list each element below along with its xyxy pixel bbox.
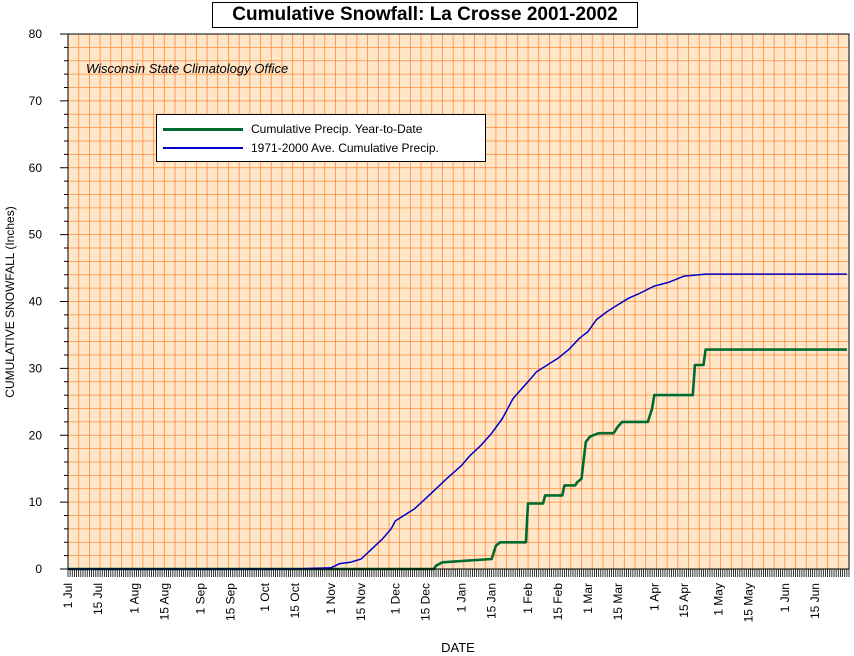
x-tick-label: 1 Mar [581, 583, 595, 614]
legend-item-ytd: Cumulative Precip. Year-to-Date [157, 120, 422, 138]
y-axis-label: CUMULATIVE SNOWFALL (Inches) [3, 206, 17, 398]
x-tick-label: 15 Apr [677, 583, 691, 618]
series-line-average [68, 273, 847, 570]
y-tick-label: 80 [29, 27, 43, 41]
x-tick-label: 1 Jan [455, 583, 469, 612]
y-tick-label: 20 [29, 428, 43, 442]
x-tick-label: 1 Jul [61, 583, 75, 608]
x-tick-label: 15 Mar [611, 583, 625, 620]
legend-swatch-average [163, 147, 243, 149]
x-tick-label: 1 Aug [127, 583, 141, 614]
legend-swatch-ytd [163, 127, 243, 131]
legend-label-ytd: Cumulative Precip. Year-to-Date [251, 122, 423, 136]
x-tick-label: 15 Sep [224, 583, 238, 621]
x-tick-label: 15 Nov [354, 583, 368, 621]
x-tick-label: 15 Aug [157, 583, 171, 620]
y-tick-label: 30 [29, 361, 43, 375]
series-line-ytd [68, 348, 847, 571]
y-tick-label: 60 [29, 161, 43, 175]
legend-label-average: 1971-2000 Ave. Cumulative Precip. [251, 141, 439, 155]
x-tick-label: 15 Feb [551, 583, 565, 621]
x-tick-label: 15 Dec [418, 583, 432, 621]
y-tick-label: 70 [29, 94, 43, 108]
x-tick-label: 15 Jun [808, 583, 822, 619]
axes: 0 10 20 30 40 50 60 70 80 1 Jul 15 Jul 1 Aug 15 Aug 1… [29, 27, 850, 622]
x-tick-label: 1 Feb [521, 583, 535, 614]
x-tick-label: 15 Jul [91, 583, 105, 615]
chart-title: Cumulative Snowfall: La Crosse 2001-2002 [212, 2, 638, 28]
y-tick-label: 40 [29, 295, 43, 309]
x-tick-label: 1 Dec [388, 583, 402, 614]
legend: Cumulative Precip. Year-to-Date 1971-200… [156, 114, 486, 162]
y-tick-label: 50 [29, 228, 43, 242]
y-tick-label: 10 [29, 495, 43, 509]
x-tick-label: 1 Jun [778, 583, 792, 612]
x-tick-label: 15 Jan [485, 583, 499, 619]
x-tick-label: 1 May [711, 583, 725, 616]
x-tick-label: 15 May [741, 583, 755, 622]
x-tick-label: 1 Sep [194, 583, 208, 615]
x-tick-label: 1 Nov [324, 583, 338, 614]
series-group [67, 273, 847, 571]
legend-item-average: 1971-2000 Ave. Cumulative Precip. [157, 139, 439, 157]
y-tick-label: 0 [35, 562, 42, 576]
x-axis-label: DATE [441, 640, 475, 655]
x-tick-label: 1 Apr [647, 583, 661, 611]
source-annotation: Wisconsin State Climatology Office [86, 61, 289, 76]
x-tick-label: 1 Oct [258, 582, 272, 611]
x-tick-label: 15 Oct [288, 582, 302, 618]
